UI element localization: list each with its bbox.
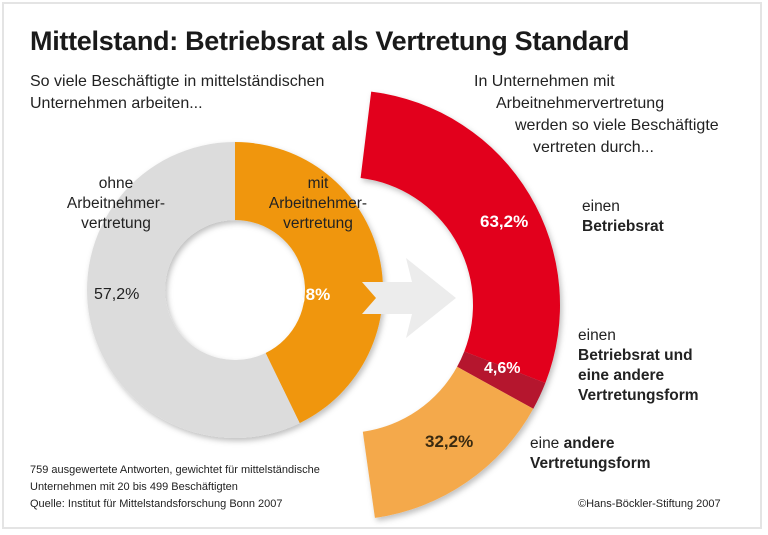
label-line: Betriebsrat und	[578, 347, 693, 364]
ring-slice-betriebsrat	[360, 91, 560, 384]
label-mit: mit Arbeitnehmer- vertretung	[258, 174, 378, 234]
label-line: mit	[307, 175, 329, 192]
label-line: Arbeitnehmer-	[268, 195, 368, 212]
label-line: einen	[582, 198, 620, 215]
ring-slice-beides	[457, 351, 546, 409]
right-intro-line: Arbeitnehmervertretung	[496, 95, 665, 112]
value-label-andere: 32,2%	[425, 432, 474, 451]
copyright: ©Hans-Böckler-Stiftung 2007	[578, 498, 721, 510]
right-intro-line: vertreten durch...	[533, 139, 654, 156]
label-betriebsrat: einen Betriebsrat	[582, 197, 664, 237]
right-intro-line: werden so viele Beschäftigte	[515, 117, 719, 134]
label-line: vertretung	[81, 215, 151, 232]
left-intro-line: So viele Beschäftigte in mittelständisch…	[30, 73, 325, 90]
label-beides: einen Betriebsrat und eine andere Vertre…	[578, 326, 699, 406]
left-intro: So viele Beschäftigte in mittelständisch…	[30, 71, 324, 115]
label-line: eine andere	[578, 367, 665, 384]
footnote-line: Quelle: Institut für Mittelstandsforschu…	[30, 498, 283, 510]
arrow-icon	[362, 258, 456, 338]
label-line: vertretung	[283, 215, 353, 232]
label-line: Vertretungsform	[578, 387, 699, 404]
right-intro-line: In Unternehmen mit	[474, 73, 615, 90]
right-intro: In Unternehmen mit Arbeitnehmervertretun…	[474, 71, 719, 159]
label-line: Arbeitnehmer-	[66, 195, 166, 212]
value-label-mit: 42,8%	[282, 285, 331, 304]
chart-frame	[2, 2, 762, 529]
label-line: Betriebsrat	[582, 218, 664, 235]
ring-slice-andere	[362, 366, 534, 518]
value-label-betriebsrat: 63,2%	[480, 212, 529, 231]
footnote-line: Unternehmen mit 20 bis 499 Beschäftigten	[30, 481, 238, 493]
footnote: 759 ausgewertete Antworten, gewichtet fü…	[30, 462, 320, 513]
donut-slice-ohne	[87, 142, 300, 439]
label-line: einen	[578, 327, 616, 344]
footnote-line: 759 ausgewertete Antworten, gewichtet fü…	[30, 464, 320, 476]
label-line: eine	[530, 435, 564, 452]
value-label-beides: 4,6%	[484, 360, 521, 377]
donut-slice-mit	[235, 142, 383, 424]
label-ohne: einen ohne Arbeitnehmer- vertretung	[56, 174, 176, 234]
page-title: Mittelstand: Betriebsrat als Vertretung …	[30, 26, 630, 56]
label-line: andere	[563, 435, 615, 452]
label-andere: eine andere Vertretungsform	[530, 434, 651, 474]
value-label-ohne: 57,2%	[94, 286, 140, 303]
left-intro-line: Unternehmen arbeiten...	[30, 95, 203, 112]
label-line: Vertretungsform	[530, 455, 651, 472]
label-line: ohne	[98, 175, 134, 192]
